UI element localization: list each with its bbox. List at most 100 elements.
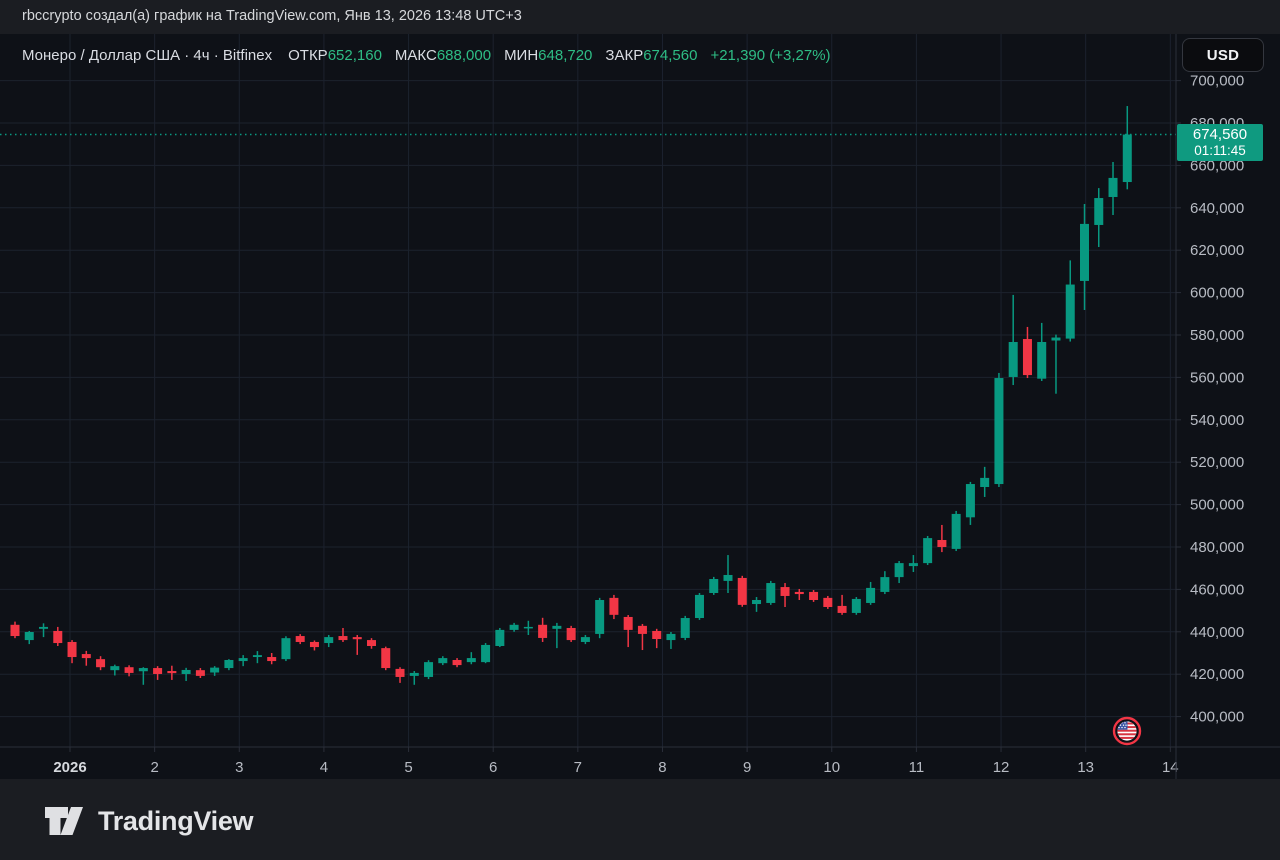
candlestick-chart[interactable]: 700,000680,000660,000640,000620,000600,0… — [0, 34, 1280, 779]
price-axis-label[interactable]: 440,000 — [1190, 624, 1244, 641]
price-axis-label[interactable]: 420,000 — [1190, 666, 1244, 683]
candle-body — [538, 624, 548, 638]
candle-body — [295, 636, 305, 642]
candle-body — [652, 630, 662, 640]
candle-body — [1108, 177, 1118, 197]
time-axis-label[interactable]: 3 — [235, 759, 243, 776]
price-axis-label[interactable]: 460,000 — [1190, 581, 1244, 598]
candle-body — [153, 668, 163, 674]
candle-body — [438, 658, 448, 664]
time-axis-label[interactable]: 6 — [489, 759, 497, 776]
candle-body — [267, 657, 277, 662]
candle-body — [409, 672, 419, 676]
candle-body — [737, 577, 747, 605]
candle-body — [24, 632, 34, 641]
chart-pane[interactable]: 700,000680,000660,000640,000620,000600,0… — [0, 34, 1280, 779]
attribution-text: rbccrypto создал(а) график на TradingVie… — [22, 8, 522, 24]
attribution-bar: rbccrypto создал(а) график на TradingVie… — [0, 0, 1280, 34]
candle-body — [1008, 341, 1018, 377]
time-axis-label[interactable]: 10 — [823, 759, 840, 776]
candle-body — [224, 659, 234, 669]
candle-body — [195, 670, 205, 676]
candle-body — [523, 626, 533, 629]
price-axis-label[interactable]: 580,000 — [1190, 327, 1244, 344]
price-axis-label[interactable]: 560,000 — [1190, 369, 1244, 386]
candle-body — [723, 574, 733, 581]
candle-body — [752, 599, 762, 605]
currency-toggle-button[interactable]: USD — [1182, 38, 1264, 72]
candle-body — [866, 587, 876, 603]
price-axis-label[interactable]: 660,000 — [1190, 157, 1244, 174]
legend-open: ОТКР652,160 — [288, 46, 382, 64]
time-axis-label[interactable]: 5 — [404, 759, 412, 776]
candle-body — [138, 668, 148, 672]
candle-body — [67, 641, 77, 658]
price-axis-label[interactable]: 500,000 — [1190, 497, 1244, 514]
candle-body — [1037, 341, 1047, 379]
candle-body — [509, 624, 519, 630]
candle-body — [794, 591, 804, 595]
price-axis-label[interactable]: 540,000 — [1190, 412, 1244, 429]
candle-body — [81, 654, 91, 659]
time-axis-label[interactable]: 2026 — [53, 759, 86, 776]
price-axis-label[interactable]: 400,000 — [1190, 709, 1244, 726]
price-axis-label[interactable]: 600,000 — [1190, 285, 1244, 302]
last-price-badge: 674,560 01:11:45 — [1177, 124, 1263, 161]
time-axis-label[interactable]: 2 — [150, 759, 158, 776]
price-axis-label[interactable]: 620,000 — [1190, 242, 1244, 259]
price-axis-label[interactable]: 520,000 — [1190, 454, 1244, 471]
candle-body — [1122, 134, 1132, 183]
time-axis-label[interactable]: 14 — [1162, 759, 1179, 776]
candle-body — [1051, 337, 1061, 341]
candle-body — [452, 659, 462, 666]
tradingview-logo[interactable]: TradingView — [44, 805, 254, 837]
candle-body — [937, 540, 947, 547]
candle-body — [466, 658, 476, 663]
candle-body — [566, 627, 576, 641]
candle-body — [552, 625, 562, 629]
legend-high: МАКС688,000 — [394, 46, 492, 64]
time-axis-label[interactable]: 9 — [743, 759, 751, 776]
candle-body — [481, 644, 491, 663]
candle-body — [766, 583, 776, 603]
candle-body — [894, 563, 904, 578]
time-axis-label[interactable]: 11 — [909, 759, 925, 776]
candle-body — [367, 640, 376, 647]
candle-body — [709, 579, 719, 594]
legend-close: ЗАКР674,560 — [605, 46, 698, 64]
time-axis-label[interactable]: 13 — [1077, 759, 1094, 776]
candle-body — [666, 633, 676, 641]
candle-countdown: 01:11:45 — [1194, 143, 1246, 159]
candle-body — [1080, 223, 1089, 281]
price-axis-label[interactable]: 640,000 — [1190, 200, 1244, 217]
candle-body — [823, 597, 833, 607]
candle-body — [694, 594, 704, 619]
candle-body — [352, 637, 362, 640]
candle-body — [39, 626, 49, 629]
time-axis-label[interactable]: 7 — [574, 759, 582, 776]
candle-body — [281, 638, 291, 660]
time-axis-label[interactable]: 8 — [658, 759, 666, 776]
candle-body — [167, 671, 177, 674]
candle-body — [637, 625, 647, 634]
symbol-title: Монеро / Доллар США · 4ч · Bitfinex — [22, 46, 273, 64]
candle-body — [837, 605, 847, 613]
candle-body — [780, 587, 790, 596]
time-axis-label[interactable]: 12 — [993, 759, 1010, 776]
candle-body — [381, 648, 391, 669]
candle-body — [124, 667, 134, 673]
candle-body — [210, 667, 220, 673]
tradingview-wordmark: TradingView — [98, 805, 254, 836]
price-axis-label[interactable]: 700,000 — [1190, 73, 1244, 90]
candle-body — [1094, 198, 1104, 225]
time-axis-label[interactable]: 4 — [320, 759, 328, 776]
candle-body — [110, 666, 120, 671]
candle-body — [980, 477, 990, 488]
candle-body — [994, 378, 1004, 485]
candle-body — [923, 538, 933, 564]
price-axis-label[interactable]: 480,000 — [1190, 539, 1244, 556]
legend-change: +21,390 (+3,27%) — [710, 46, 831, 64]
candle-body — [965, 484, 975, 518]
candle-body — [908, 563, 918, 567]
